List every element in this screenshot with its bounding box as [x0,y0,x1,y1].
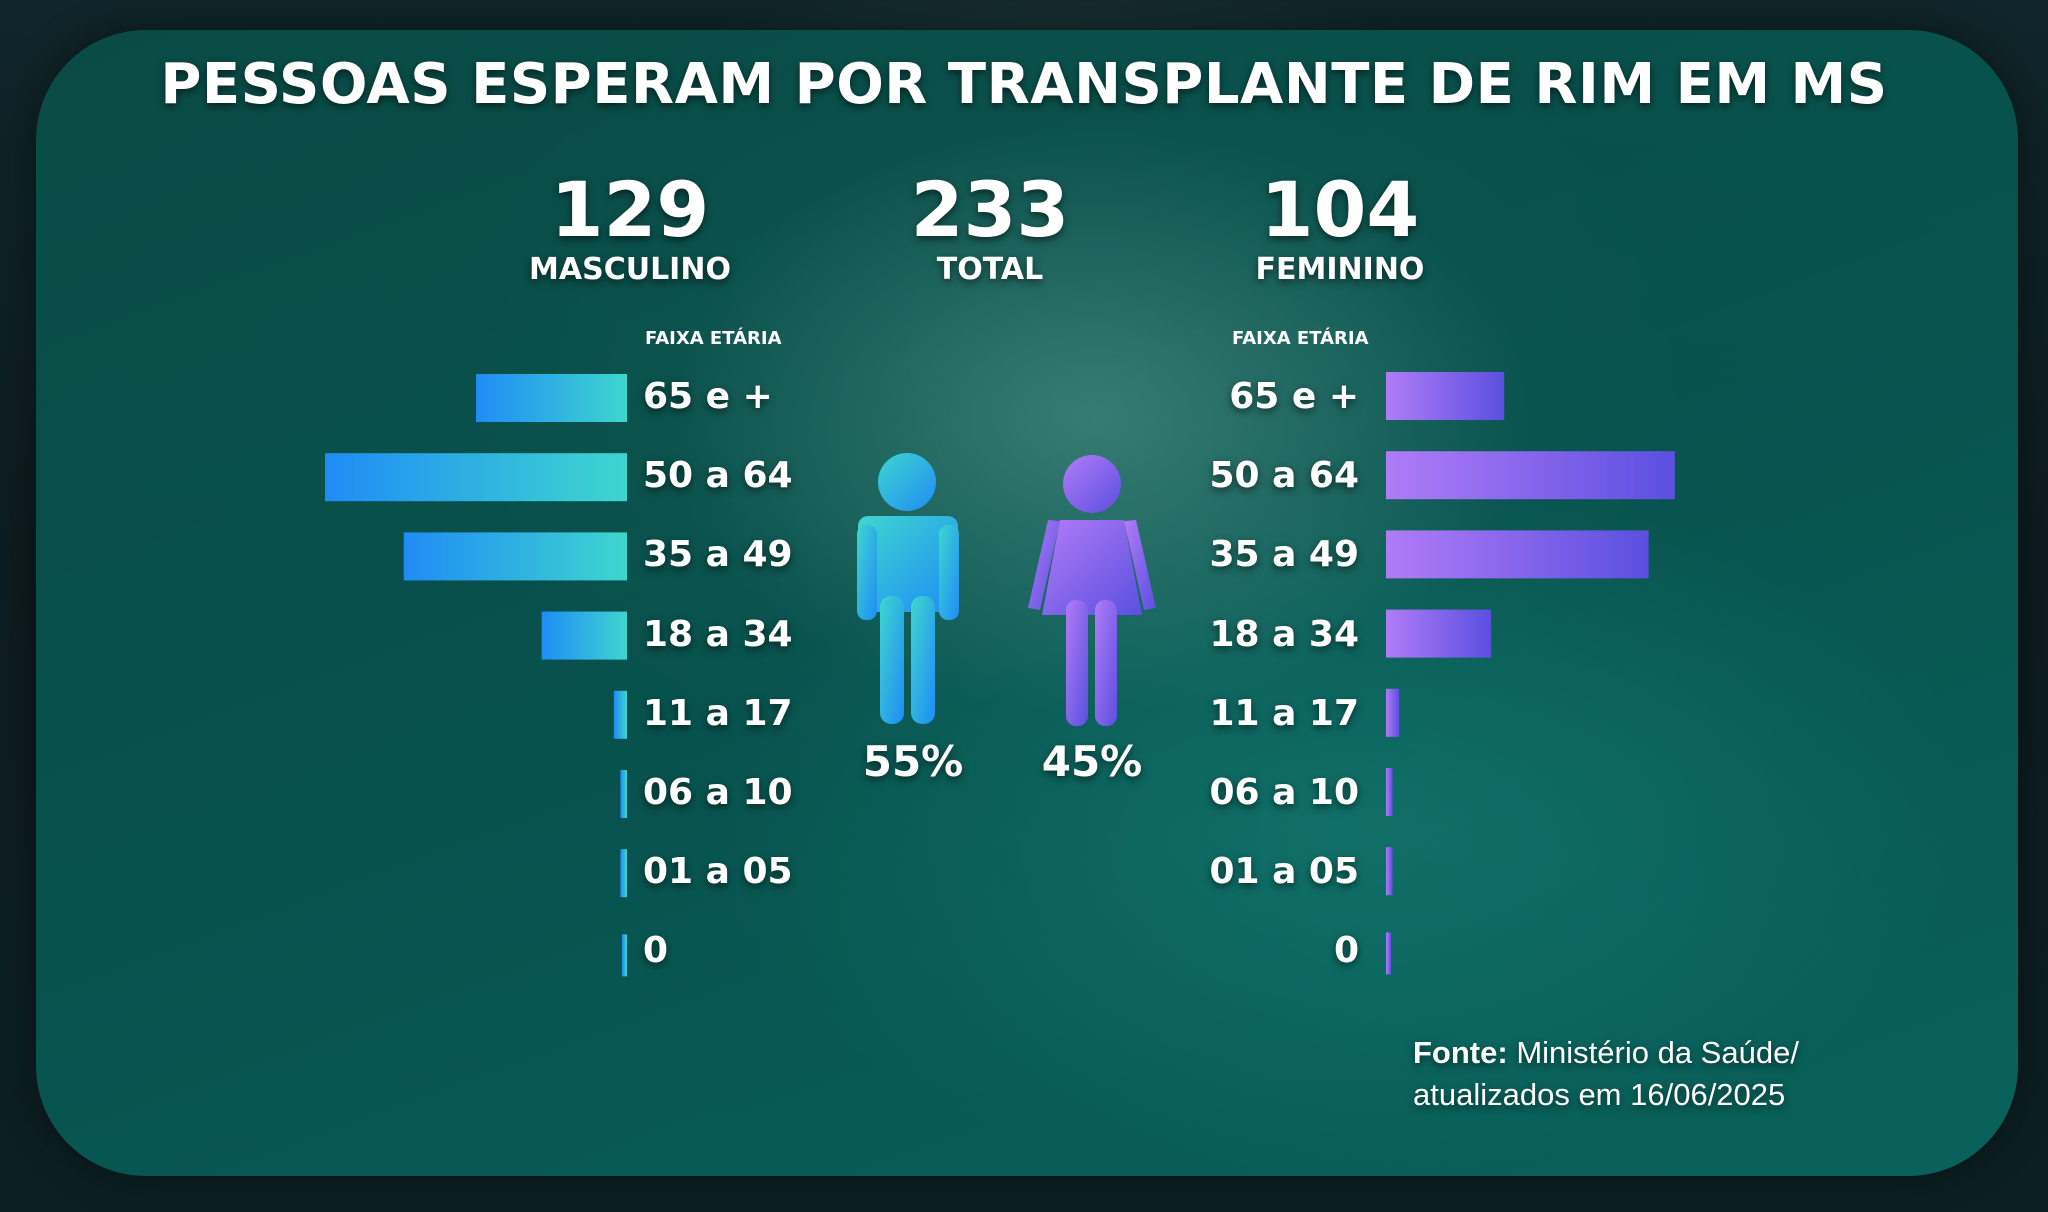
male-total-value: 129 [550,165,710,254]
female-bar [1386,768,1393,816]
male-bar [620,849,627,898]
male-bar [476,374,627,422]
female-bar [1386,372,1505,420]
male-category-label: 11 a 17 [643,692,793,734]
male-category-label: 06 a 10 [643,772,793,813]
male-age-header: FAIXA ETÁRIA [645,328,782,349]
female-bar [1386,688,1400,737]
female-bar [1386,451,1675,500]
female-bar [1386,609,1492,658]
total-label: TOTAL [936,252,1044,287]
female-category-label: 01 a 05 [1209,851,1359,893]
female-category-label: 18 a 34 [1209,613,1359,655]
male-person-icon [857,453,959,724]
male-bar [613,690,627,739]
female-percent: 45% [1041,737,1143,786]
male-bar [620,770,627,818]
female-category-label: 06 a 10 [1209,772,1359,813]
female-category-label: 11 a 17 [1209,692,1359,734]
female-category-label: 50 a 64 [1209,455,1359,497]
female-total-label: FEMININO [1255,252,1425,287]
male-category-label: 18 a 34 [643,613,793,655]
source-line-2: atualizados em 16/06/2025 [1413,1077,1786,1112]
total-value: 233 [910,165,1070,254]
female-bar [1386,847,1393,896]
background-card [36,30,2018,1176]
female-total-value: 104 [1260,165,1420,254]
female-category-label: 35 a 49 [1209,534,1359,576]
male-category-label: 65 e + [643,376,773,417]
female-bar [1386,932,1391,975]
male-bar [325,453,627,502]
female-person-icon [1028,455,1156,726]
male-category-label: 01 a 05 [643,851,793,893]
male-category-label: 35 a 49 [643,534,793,576]
male-percent: 55% [862,737,964,786]
male-category-label: 50 a 64 [643,455,793,497]
male-bar [403,532,627,581]
female-bar [1386,530,1649,579]
source-label: Fonte: [1413,1035,1508,1070]
male-category-label: 0 [643,930,669,972]
chart-title: PESSOAS ESPERAM POR TRANSPLANTE DE RIM E… [160,52,1888,117]
male-bar [622,934,627,977]
female-category-label: 0 [1333,930,1359,972]
source-note: Fonte: Ministério da Saúde/ atualizados … [1413,1032,1799,1116]
male-bar [541,611,627,660]
female-age-header: FAIXA ETÁRIA [1232,328,1369,349]
male-total-label: MASCULINO [529,252,731,287]
female-category-label: 65 e + [1229,376,1359,417]
source-line-1: Ministério da Saúde/ [1516,1035,1799,1070]
